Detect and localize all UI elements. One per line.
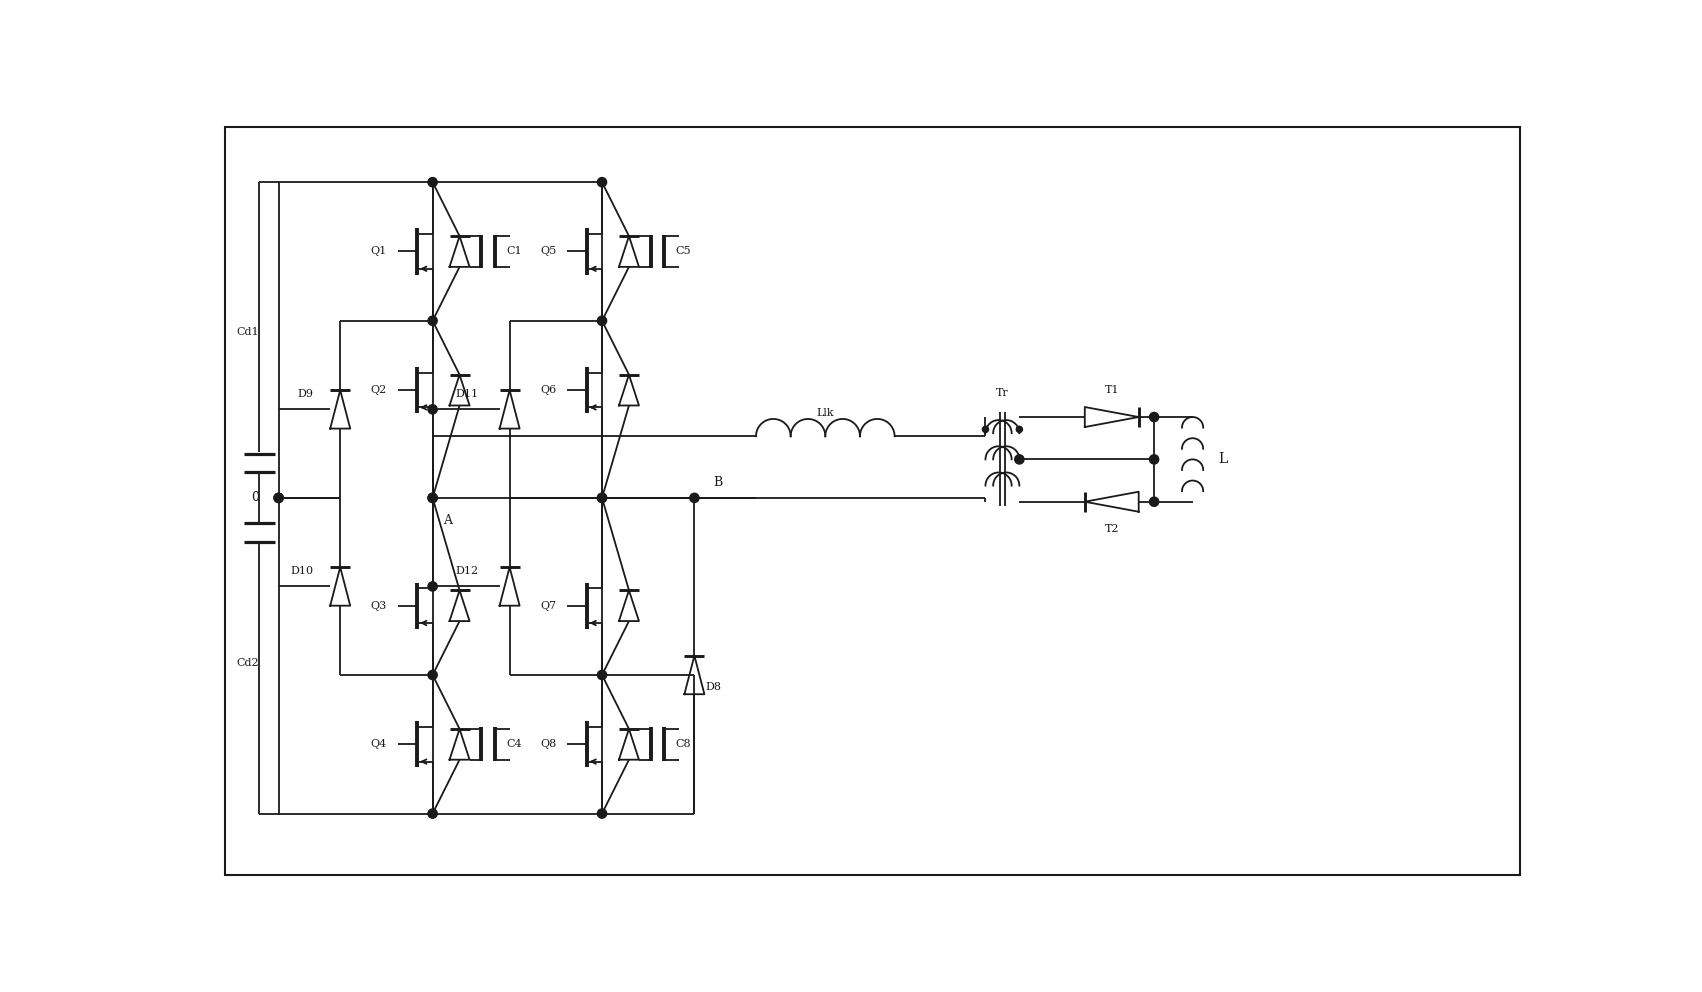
Text: Q7: Q7 (540, 601, 557, 611)
Circle shape (597, 493, 606, 503)
Circle shape (597, 493, 606, 503)
Circle shape (427, 671, 437, 680)
Text: Q5: Q5 (540, 246, 557, 257)
Text: T2: T2 (1105, 524, 1118, 534)
Circle shape (427, 582, 437, 591)
Text: D11: D11 (456, 389, 478, 399)
Circle shape (597, 178, 606, 186)
Text: D8: D8 (706, 682, 722, 691)
Text: T1: T1 (1105, 385, 1118, 395)
Circle shape (427, 493, 437, 503)
Circle shape (597, 808, 606, 818)
Text: 0: 0 (252, 491, 259, 504)
Text: Cd1: Cd1 (237, 327, 259, 337)
Circle shape (1149, 454, 1159, 464)
Text: Cd2: Cd2 (237, 659, 259, 669)
Circle shape (1016, 427, 1023, 433)
Text: A: A (444, 515, 453, 528)
Text: Q8: Q8 (540, 739, 557, 749)
Circle shape (982, 427, 989, 433)
Circle shape (274, 493, 283, 503)
Circle shape (1149, 413, 1159, 422)
Text: C4: C4 (507, 739, 523, 749)
Circle shape (427, 316, 437, 325)
Circle shape (689, 493, 700, 503)
Circle shape (1149, 497, 1159, 506)
Text: Q1: Q1 (371, 246, 386, 257)
Circle shape (427, 178, 437, 186)
Text: Q2: Q2 (371, 385, 386, 395)
Text: C1: C1 (507, 246, 523, 257)
Circle shape (1014, 454, 1025, 464)
Text: B: B (713, 476, 722, 489)
Text: L: L (1219, 452, 1229, 466)
Circle shape (597, 316, 606, 325)
Circle shape (427, 808, 437, 818)
Text: D12: D12 (456, 566, 478, 576)
Circle shape (427, 493, 437, 503)
Text: Q6: Q6 (540, 385, 557, 395)
Text: Llk: Llk (817, 408, 834, 419)
Text: D9: D9 (298, 389, 313, 399)
Text: D10: D10 (289, 566, 313, 576)
Circle shape (597, 671, 606, 680)
Text: Tr: Tr (996, 388, 1009, 398)
Circle shape (427, 405, 437, 414)
Text: C5: C5 (676, 246, 691, 257)
Text: C8: C8 (676, 739, 691, 749)
Circle shape (274, 493, 283, 503)
Text: Q4: Q4 (371, 739, 386, 749)
Text: Q3: Q3 (371, 601, 386, 611)
